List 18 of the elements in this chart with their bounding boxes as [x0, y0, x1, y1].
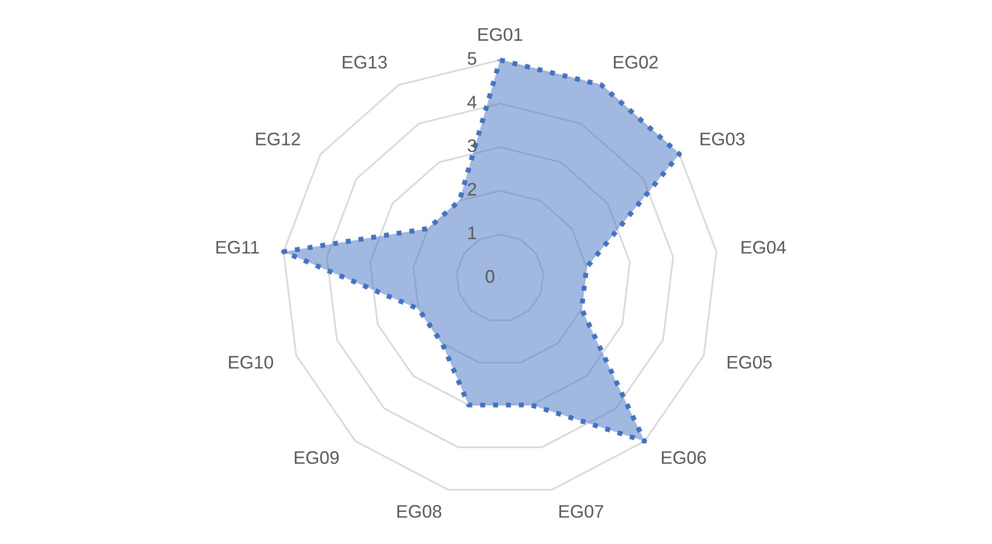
spoke-label: EG07: [559, 505, 604, 518]
spoke-label: EG09: [294, 451, 339, 464]
spoke-label: EG12: [256, 132, 300, 146]
y-tick-label: 4: [467, 96, 476, 108]
spoke-label: EG04: [742, 240, 786, 254]
spoke-label: EG11: [216, 240, 259, 254]
spoke-label: EG03: [700, 132, 745, 146]
spoke-label: EG05: [728, 356, 772, 369]
spoke-label: EG10: [229, 356, 274, 369]
y-tick-label: 2: [468, 182, 476, 196]
spoke-label: EG08: [397, 505, 442, 518]
y-tick-label: 0: [486, 270, 494, 283]
y-tick-label: 5: [468, 52, 476, 65]
spoke-label: EG02: [614, 56, 658, 69]
spoke-label: EG13: [342, 56, 387, 69]
spoke-label: EG06: [662, 451, 706, 464]
y-tick-label: 1: [468, 226, 476, 240]
spoke-label: EG01: [478, 28, 522, 41]
